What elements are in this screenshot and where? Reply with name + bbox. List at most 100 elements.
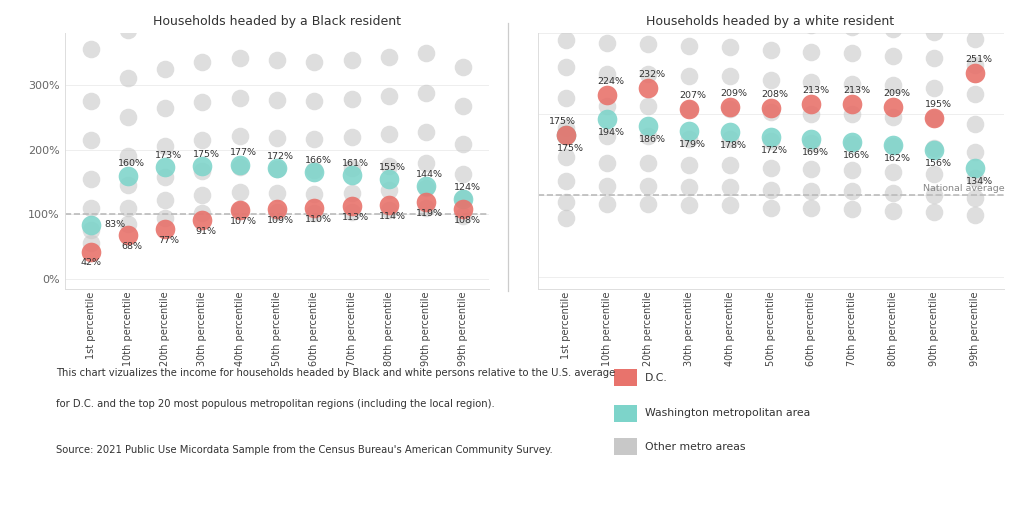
Point <box>195 10 211 18</box>
Point <box>558 14 574 22</box>
Text: 213%: 213% <box>843 86 870 95</box>
Point <box>82 239 98 247</box>
Point <box>885 112 901 121</box>
Point <box>231 163 248 171</box>
Point <box>558 152 574 160</box>
Point <box>306 10 323 18</box>
Point <box>926 114 942 123</box>
Point <box>418 49 434 57</box>
Text: 195%: 195% <box>925 101 951 109</box>
Point <box>418 2 434 10</box>
Point <box>558 130 574 138</box>
Point <box>120 204 136 212</box>
Point <box>558 94 574 102</box>
Point <box>967 148 983 156</box>
Point <box>762 137 779 145</box>
Point <box>722 72 738 80</box>
Point <box>456 102 472 110</box>
Point <box>306 135 323 144</box>
Text: 175%: 175% <box>557 144 584 152</box>
Point <box>306 190 323 198</box>
Point <box>599 102 615 110</box>
Point <box>967 90 983 98</box>
Point <box>418 159 434 167</box>
Point <box>343 165 359 173</box>
Text: 194%: 194% <box>598 128 625 137</box>
Point <box>681 72 697 80</box>
Point <box>681 0 697 2</box>
Point <box>268 56 285 64</box>
Point <box>681 127 697 135</box>
Point <box>343 8 359 16</box>
Point <box>926 146 942 154</box>
Point <box>722 105 738 113</box>
Text: 144%: 144% <box>417 170 443 179</box>
Point <box>120 171 136 179</box>
Point <box>157 196 173 204</box>
Point <box>418 198 434 206</box>
Point <box>599 132 615 141</box>
Point <box>844 110 860 119</box>
Point <box>456 195 472 203</box>
Point <box>599 39 615 47</box>
Point <box>195 167 211 175</box>
Point <box>599 115 615 123</box>
Point <box>558 63 574 72</box>
Text: 166%: 166% <box>843 151 869 160</box>
Point <box>926 144 942 152</box>
Text: 207%: 207% <box>679 91 707 100</box>
Point <box>268 207 285 216</box>
Point <box>967 194 983 202</box>
Text: 160%: 160% <box>118 159 145 169</box>
Point <box>681 160 697 169</box>
Point <box>762 76 779 84</box>
Point <box>599 199 615 207</box>
Point <box>967 35 983 43</box>
Point <box>762 133 779 141</box>
Point <box>967 14 983 22</box>
Point <box>885 207 901 215</box>
Point <box>722 0 738 3</box>
Point <box>599 10 615 18</box>
Text: 179%: 179% <box>679 141 707 149</box>
Text: 109%: 109% <box>267 216 294 225</box>
Text: 177%: 177% <box>230 148 257 157</box>
Point <box>82 45 98 54</box>
Text: Source: 2021 Public Use Micordata Sample from the Census Bureau's American Commu: Source: 2021 Public Use Micordata Sample… <box>56 445 553 455</box>
Text: 42%: 42% <box>80 259 101 267</box>
Point <box>640 181 656 190</box>
Point <box>803 165 819 173</box>
Point <box>762 46 779 54</box>
Point <box>231 206 248 214</box>
Text: 166%: 166% <box>304 155 332 165</box>
Point <box>82 248 98 256</box>
Point <box>195 161 211 170</box>
Text: 113%: 113% <box>342 213 369 222</box>
Point <box>926 191 942 199</box>
Point <box>157 225 173 234</box>
Point <box>268 165 285 173</box>
Text: 107%: 107% <box>230 217 257 226</box>
Point <box>381 92 397 100</box>
Point <box>885 52 901 60</box>
Point <box>885 5 901 13</box>
Point <box>803 100 819 108</box>
Point <box>762 104 779 112</box>
Point <box>681 105 697 113</box>
Point <box>926 114 942 123</box>
Point <box>456 140 472 148</box>
Point <box>120 231 136 239</box>
Point <box>231 132 248 140</box>
Point <box>418 204 434 212</box>
Point <box>157 16 173 25</box>
Point <box>456 63 472 71</box>
Text: 175%: 175% <box>549 117 575 126</box>
Point <box>967 174 983 182</box>
Point <box>926 207 942 216</box>
Point <box>640 84 656 92</box>
Point <box>926 170 942 178</box>
Point <box>762 185 779 194</box>
Point <box>803 48 819 56</box>
Point <box>343 95 359 103</box>
Point <box>681 201 697 210</box>
